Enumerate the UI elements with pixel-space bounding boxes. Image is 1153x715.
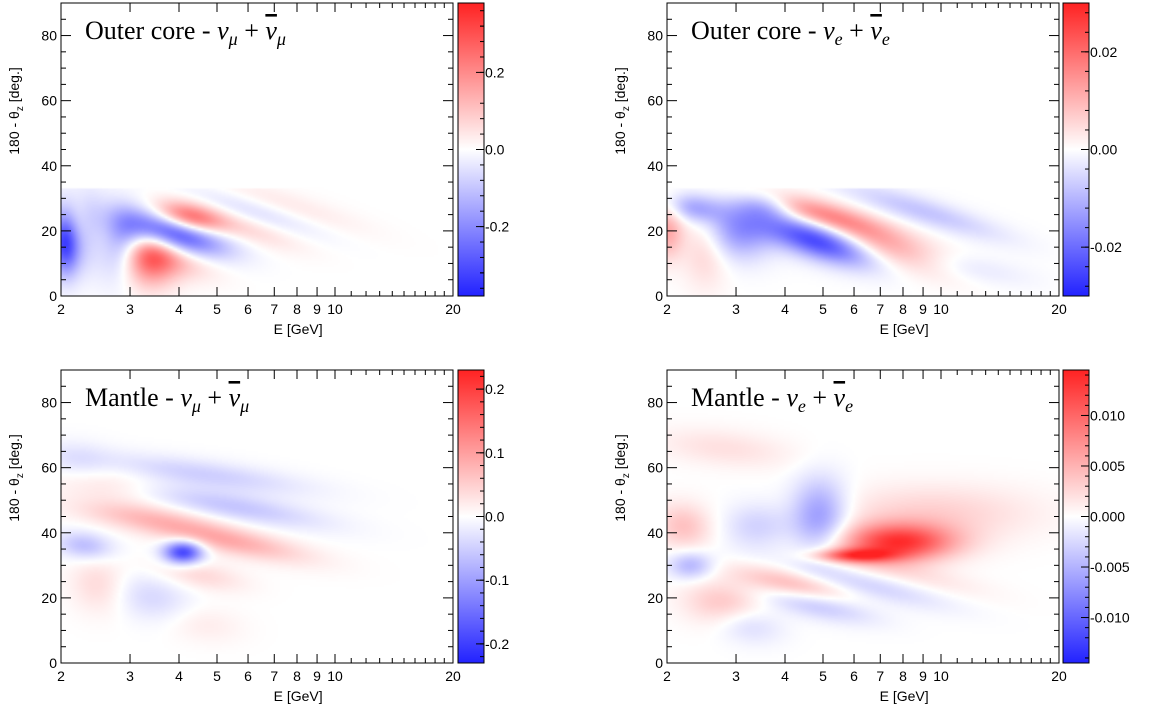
x-tick-label: 3 — [732, 301, 740, 317]
y-axis-title: 180 - θz [deg.] — [6, 434, 26, 522]
x-tick-label: 6 — [850, 668, 858, 684]
y-tick-label: 0 — [655, 288, 663, 304]
x-tick-label: 9 — [313, 301, 321, 317]
x-tick-label: 3 — [732, 668, 740, 684]
panel-title: Mantle - νe + νe — [691, 383, 853, 416]
y-tick-label: 60 — [41, 93, 57, 109]
heatmap-panel-3: 2 3 4 5 6 7 8 9 10 20 0 20 40 60 80 E [GeV] 180 - θz [de… — [6, 369, 509, 704]
heatmap-panel-1: 2 3 4 5 6 7 8 9 10 20 0 20 40 60 80 E [GeV] 180 - θz [de… — [6, 2, 509, 337]
y-axis-title: 180 - θz [deg.] — [612, 67, 632, 155]
x-tick-label: 6 — [244, 301, 252, 317]
x-tick-label: 10 — [327, 301, 343, 317]
colorbar-tick-label: -0.2 — [485, 219, 509, 235]
colorbar-tick-label: 0.00 — [1090, 142, 1117, 158]
heatmap-panel-2: 2 3 4 5 6 7 8 9 10 20 0 20 40 60 80 E [GeV] 180 - θz [de… — [612, 2, 1122, 337]
x-tick-label: 8 — [899, 301, 907, 317]
colorbar-tick-label: -0.2 — [485, 636, 509, 652]
x-tick-label: 7 — [876, 668, 884, 684]
colorbar-tick-label: 0.2 — [485, 381, 505, 397]
y-tick-label: 40 — [41, 158, 57, 174]
x-tick-label: 2 — [663, 668, 671, 684]
x-tick-label: 4 — [175, 668, 183, 684]
colorbar-tick-label: 0.005 — [1090, 458, 1125, 474]
x-tick-label: 8 — [293, 301, 301, 317]
x-tick-label: 4 — [781, 668, 789, 684]
x-tick-label: 4 — [781, 301, 789, 317]
panel-title: Outer core - νe + νe — [691, 16, 890, 49]
heatmap-image — [667, 3, 1059, 296]
y-tick-label: 20 — [41, 590, 57, 606]
x-tick-label: 2 — [663, 301, 671, 317]
colorbar-tick-label: 0.000 — [1090, 509, 1125, 525]
y-tick-label: 0 — [49, 288, 57, 304]
colorbar-tick-label: 0.010 — [1090, 407, 1125, 423]
x-tick-label: 3 — [126, 668, 134, 684]
x-axis-title: E [GeV] — [880, 688, 929, 704]
y-tick-label: 20 — [647, 590, 663, 606]
y-axis-title: 180 - θz [deg.] — [6, 67, 26, 155]
x-tick-label: 5 — [819, 668, 827, 684]
x-tick-label: 20 — [445, 301, 461, 317]
y-tick-label: 80 — [41, 395, 57, 411]
x-tick-label: 10 — [933, 668, 949, 684]
x-tick-label: 8 — [899, 668, 907, 684]
x-tick-label: 10 — [327, 668, 343, 684]
x-tick-label: 3 — [126, 301, 134, 317]
colorbar-tick-label: -0.005 — [1090, 559, 1130, 575]
x-tick-label: 2 — [57, 668, 65, 684]
x-tick-label: 8 — [293, 668, 301, 684]
y-tick-label: 60 — [647, 93, 663, 109]
heatmap-image — [61, 3, 453, 296]
x-tick-label: 7 — [270, 668, 278, 684]
x-tick-label: 6 — [244, 668, 252, 684]
x-axis-title: E [GeV] — [274, 688, 323, 704]
y-tick-label: 40 — [647, 158, 663, 174]
x-tick-label: 6 — [850, 301, 858, 317]
x-tick-label: 20 — [1051, 301, 1067, 317]
x-tick-label: 9 — [313, 668, 321, 684]
heatmap-image — [61, 370, 453, 663]
y-tick-label: 0 — [655, 655, 663, 671]
panel-title: Mantle - νμ + νμ — [85, 383, 249, 416]
colorbar-tick-label: 0.0 — [485, 142, 505, 158]
x-tick-label: 10 — [933, 301, 949, 317]
y-tick-label: 60 — [41, 460, 57, 476]
heatmap-image — [667, 370, 1059, 663]
y-tick-label: 80 — [41, 28, 57, 44]
colorbar-tick-label: 0.02 — [1090, 44, 1117, 60]
x-tick-label: 4 — [175, 301, 183, 317]
x-axis-title: E [GeV] — [274, 321, 323, 337]
y-tick-label: 60 — [647, 460, 663, 476]
colorbar-tick-label: 0.2 — [485, 64, 505, 80]
y-tick-label: 20 — [41, 223, 57, 239]
x-tick-label: 20 — [445, 668, 461, 684]
colorbar-tick-label: -0.010 — [1090, 610, 1130, 626]
x-tick-label: 9 — [919, 301, 927, 317]
x-tick-label: 20 — [1051, 668, 1067, 684]
y-tick-label: 0 — [49, 655, 57, 671]
y-axis-title: 180 - θz [deg.] — [612, 434, 632, 522]
x-tick-label: 7 — [876, 301, 884, 317]
x-tick-label: 2 — [57, 301, 65, 317]
x-tick-label: 5 — [819, 301, 827, 317]
y-tick-label: 40 — [41, 525, 57, 541]
y-tick-label: 80 — [647, 395, 663, 411]
colorbar-tick-label: -0.02 — [1090, 239, 1122, 255]
y-tick-label: 80 — [647, 28, 663, 44]
heatmap-panel-4: 2 3 4 5 6 7 8 9 10 20 0 20 40 60 80 E [GeV] 180 - θz [de… — [612, 369, 1130, 704]
x-tick-label: 9 — [919, 668, 927, 684]
colorbar-tick-label: 0.0 — [485, 509, 505, 525]
colorbar-tick-label: 0.1 — [485, 445, 505, 461]
x-tick-label: 5 — [213, 301, 221, 317]
colorbar-tick-label: -0.1 — [485, 572, 509, 588]
x-tick-label: 7 — [270, 301, 278, 317]
x-tick-label: 5 — [213, 668, 221, 684]
y-tick-label: 40 — [647, 525, 663, 541]
y-tick-label: 20 — [647, 223, 663, 239]
x-axis-title: E [GeV] — [880, 321, 929, 337]
panel-title: Outer core - νμ + νμ — [85, 16, 286, 49]
